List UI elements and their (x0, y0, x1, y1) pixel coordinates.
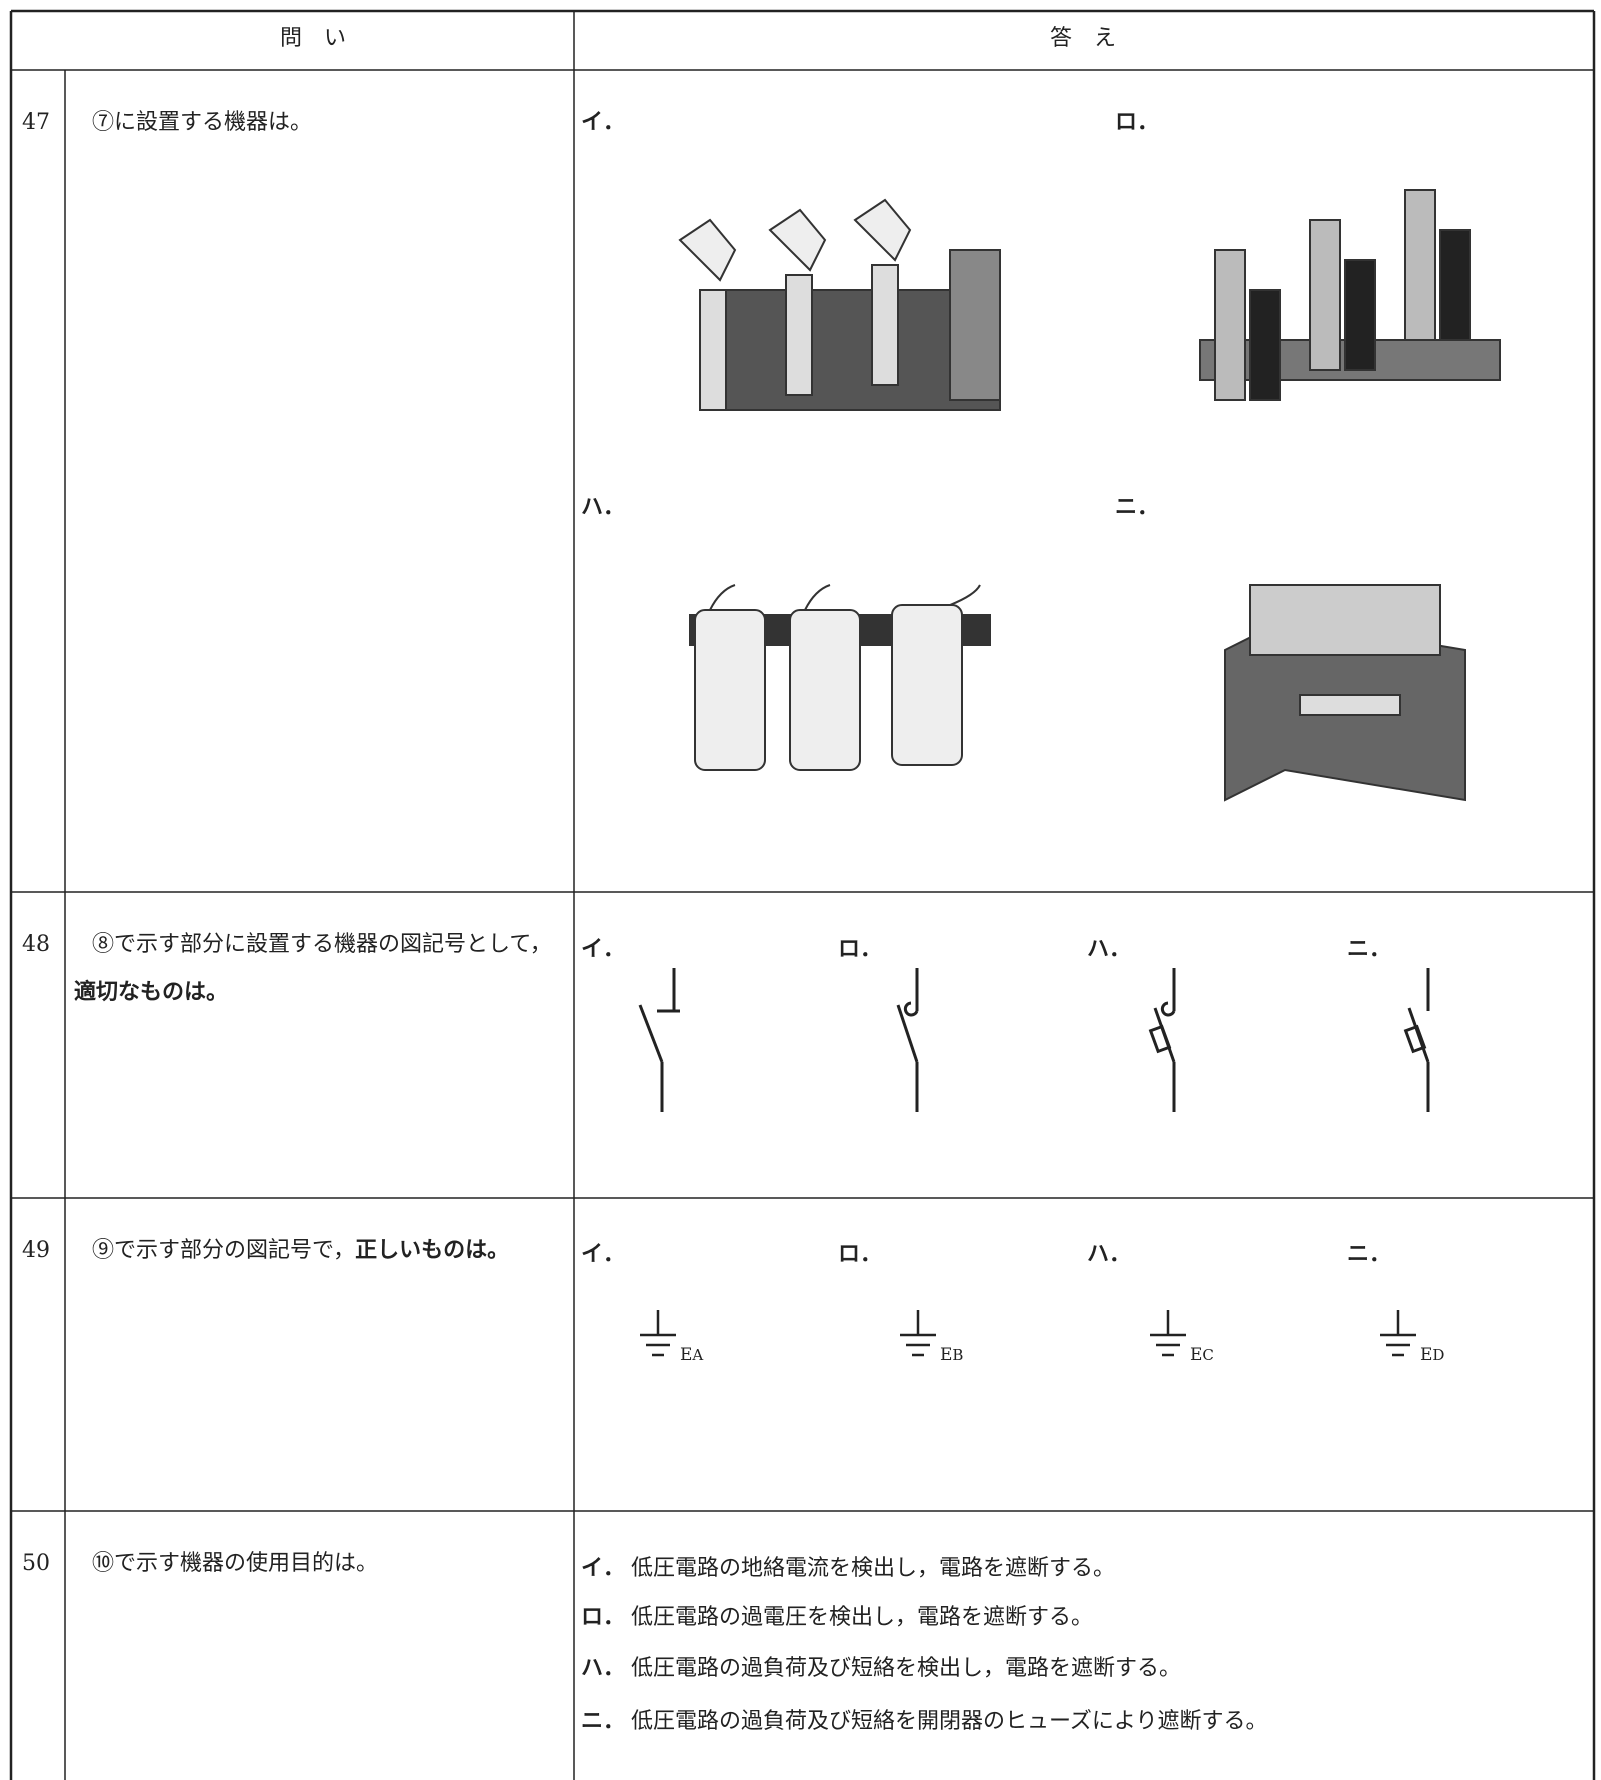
option: ニ． (1347, 1242, 1391, 1268)
question-text: ⑧で示す部分に設置する機器の図記号として， (92, 932, 552, 957)
option-label: ロ． (1115, 110, 1160, 135)
option-label: イ． (581, 1556, 626, 1581)
earth-ni (1380, 1310, 1416, 1357)
option: ハ． 低圧電路の過負荷及び短絡を検出し，電路を遮断する。 (581, 1656, 1181, 1682)
option-label: ロ． (838, 937, 883, 962)
option-text: 低圧電路の地絡電流を検出し，電路を遮断する。 (631, 1556, 1116, 1581)
question-text: ⑨で示す部分の図記号で， (92, 1238, 356, 1263)
row-number: 50 (22, 1551, 50, 1576)
symbol-sub: A (692, 1346, 704, 1364)
option-label: イ． (581, 110, 626, 135)
photo-ha (689, 584, 991, 771)
option-label: イ． (581, 937, 626, 962)
option: ハ． (1087, 937, 1131, 963)
option: ロ． (838, 937, 882, 963)
option: ハ． (581, 495, 625, 521)
header-answer: 答 え (1050, 26, 1117, 51)
row-number: 49 (22, 1238, 50, 1263)
symbol-label: EC (1190, 1342, 1214, 1368)
symbol-ro (896, 968, 919, 1112)
option-text: 低圧電路の過負荷及び短絡を開閉器のヒューズにより遮断する。 (631, 1709, 1268, 1734)
option-label: ハ． (581, 495, 626, 520)
option: イ． 低圧電路の地絡電流を検出し，電路を遮断する。 (581, 1556, 1115, 1582)
symbol-ni (1403, 968, 1430, 1112)
photo-i (678, 198, 1001, 411)
symbol-main: E (680, 1345, 693, 1365)
question: ⑧で示す部分に設置する機器の図記号として， 適切なものは。 (74, 921, 564, 1017)
option-label: ロ． (581, 1605, 626, 1630)
question-emphasis: 正しいものは。 (355, 1238, 510, 1263)
symbol-sub: B (952, 1346, 964, 1364)
option: イ． (581, 937, 625, 963)
header-question: 問 い (280, 26, 347, 51)
question: ⑨で示す部分の図記号で，正しいものは。 (74, 1227, 564, 1275)
question-emphasis: 適切なものは。 (74, 980, 229, 1005)
option: ニ． (1115, 495, 1159, 521)
option-label: ニ． (1347, 1242, 1392, 1267)
question-text: ⑦に設置する機器は。 (92, 110, 313, 135)
option-text: 低圧電路の過電圧を検出し，電路を遮断する。 (631, 1605, 1094, 1630)
row-number: 47 (22, 110, 50, 135)
option: ニ． (1347, 937, 1391, 963)
option: ハ． (1087, 1242, 1131, 1268)
option-label: ニ． (1115, 495, 1160, 520)
symbol-main: E (940, 1345, 953, 1365)
earth-ro (900, 1310, 936, 1357)
option: ロ． (838, 1242, 882, 1268)
symbol-ha (1148, 968, 1176, 1112)
symbol-main: E (1420, 1345, 1433, 1365)
option-label: ロ． (838, 1242, 883, 1267)
symbol-label: EB (940, 1342, 963, 1368)
option-label: ハ． (581, 1656, 626, 1681)
question: ⑩で示す機器の使用目的は。 (74, 1540, 564, 1588)
option-label: ニ． (581, 1709, 626, 1734)
symbol-label: EA (680, 1342, 703, 1368)
photo-ni (1224, 584, 1466, 802)
symbol-main: E (1190, 1345, 1203, 1365)
option-label: イ． (581, 1242, 626, 1267)
question-text: ⑩で示す機器の使用目的は。 (92, 1551, 379, 1576)
symbol-sub: D (1432, 1346, 1445, 1364)
row-number: 48 (22, 932, 50, 957)
option: ニ． 低圧電路の過負荷及び短絡を開閉器のヒューズにより遮断する。 (581, 1709, 1267, 1735)
earth-i (640, 1310, 676, 1357)
option-text: 低圧電路の過負荷及び短絡を検出し，電路を遮断する。 (631, 1656, 1182, 1681)
option: ロ． 低圧電路の過電圧を検出し，電路を遮断する。 (581, 1605, 1093, 1631)
symbol-i (638, 968, 680, 1112)
option: イ． (581, 110, 625, 136)
option-label: ハ． (1087, 1242, 1132, 1267)
symbol-label: ED (1420, 1342, 1444, 1368)
option: イ． (581, 1242, 625, 1268)
photo-ro (1199, 189, 1501, 401)
option-label: ハ． (1087, 937, 1132, 962)
option: ロ． (1115, 110, 1159, 136)
question: ⑦に設置する機器は。 (74, 99, 564, 147)
option-label: ニ． (1347, 937, 1392, 962)
symbol-sub: C (1202, 1346, 1214, 1364)
earth-ha (1150, 1310, 1186, 1357)
